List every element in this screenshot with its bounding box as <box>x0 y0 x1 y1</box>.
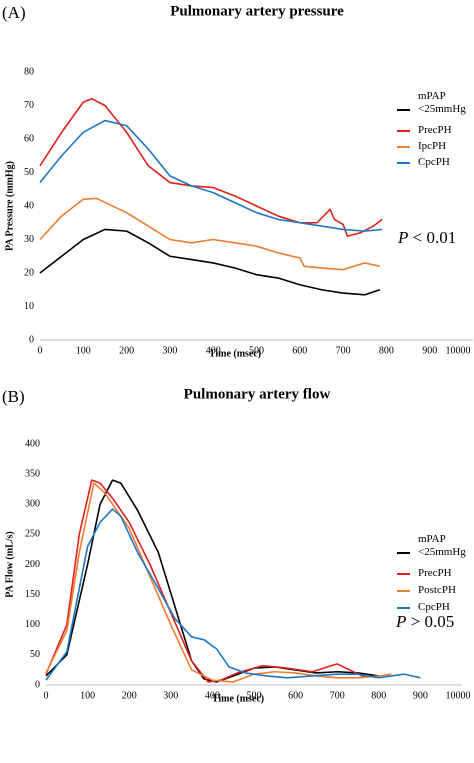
legend-swatch <box>397 590 410 592</box>
x-tick-label: 500 <box>249 345 264 356</box>
data-line <box>39 228 381 296</box>
legend-entry: CpcPH <box>397 156 470 169</box>
legend-entry: IpcPH <box>397 140 470 153</box>
legend-swatch <box>397 552 410 554</box>
y-tick-label: 0 <box>29 334 34 345</box>
legend-label: PrecPH <box>418 124 452 136</box>
x-tick-label: 100 <box>76 345 91 356</box>
data-line <box>45 508 421 681</box>
y-tick-label: 10 <box>24 301 34 312</box>
x-tick-label: 300 <box>162 345 177 356</box>
x-tick-label: 500 <box>247 690 262 701</box>
legend-entry: CpcPH <box>397 601 470 614</box>
x-tick-label: 200 <box>122 690 137 701</box>
x-tick-label: 900 <box>413 690 428 701</box>
y-tick-label: 300 <box>25 499 40 510</box>
y-tick-label: 400 <box>25 438 40 449</box>
legend-label: mPAP <25mmHg <box>418 90 466 115</box>
legend-label: mPAP <25mmHg <box>418 533 466 558</box>
y-tick-label: 80 <box>24 66 34 77</box>
y-tick-label: 40 <box>24 200 34 211</box>
x-tick-label: 600 <box>288 690 303 701</box>
legend-entry: PostcPH <box>397 584 470 597</box>
x-tick-label: 300 <box>163 690 178 701</box>
legend-entry: PrecPH <box>397 124 470 137</box>
y-tick-label: 20 <box>24 267 34 278</box>
data-line <box>39 98 383 237</box>
legend-label: PostcPH <box>418 584 456 596</box>
y-tick-label: 200 <box>25 559 40 570</box>
y-axis-label: PA Pressure (mmHg) <box>4 161 15 251</box>
legend-swatch <box>397 146 410 148</box>
y-tick-label: 50 <box>24 167 34 178</box>
x-tick-label: 0 <box>44 690 49 701</box>
x-tick-label: 800 <box>371 690 386 701</box>
legend-label: CpcPH <box>418 156 450 168</box>
y-tick-label: 350 <box>25 468 40 479</box>
x-tick-label: 700 <box>336 345 351 356</box>
x-tick-label: 400 <box>205 690 220 701</box>
legend-label: PrecPH <box>418 567 452 579</box>
legend-entry: mPAP <25mmHg <box>397 90 470 116</box>
chart-title: Pulmonary artery pressure <box>170 3 344 19</box>
legend-swatch <box>397 109 410 111</box>
data-line <box>45 479 379 683</box>
legend-label: IpcPH <box>418 140 447 152</box>
y-tick-label: 0 <box>35 679 40 690</box>
data-line <box>39 119 383 232</box>
legend-entry: mPAP <25mmHg <box>397 533 470 559</box>
annotation: P > 0.05 <box>396 612 455 631</box>
legend-label: CpcPH <box>418 601 450 613</box>
y-tick-label: 60 <box>24 133 34 144</box>
y-tick-label: 250 <box>25 529 40 540</box>
y-axis-label: PA Flow (mL/s) <box>4 531 15 597</box>
y-tick-label: 70 <box>24 100 34 111</box>
x-tick-label: 800 <box>379 345 394 356</box>
y-tick-label: 150 <box>25 589 40 600</box>
legend-swatch <box>397 573 410 575</box>
x-tick-label: 100 <box>80 690 95 701</box>
legend-swatch <box>397 130 410 132</box>
annotation: P < 0.01 <box>398 228 457 247</box>
x-axis-label: Time (msec) <box>212 693 264 704</box>
x-tick-label: 0 <box>38 345 43 356</box>
chart-title: Pulmonary artery flow <box>184 386 331 402</box>
data-line <box>45 482 392 683</box>
legend-swatch <box>397 162 410 164</box>
data-line <box>39 197 381 271</box>
panel-label: (A) <box>2 3 26 22</box>
x-tick-label: 400 <box>206 345 221 356</box>
x-tick-label: 10000 <box>446 345 471 356</box>
data-line <box>45 479 379 683</box>
legend-entry: PrecPH <box>397 567 470 580</box>
panel-label: (B) <box>2 387 25 406</box>
y-tick-label: 100 <box>25 619 40 630</box>
y-tick-label: 50 <box>30 649 40 660</box>
y-tick-label: 30 <box>24 234 34 245</box>
x-tick-label: 600 <box>292 345 307 356</box>
legend-swatch <box>397 607 410 609</box>
x-tick-label: 200 <box>119 345 134 356</box>
x-tick-label: 900 <box>422 345 437 356</box>
x-axis-label: Time (msec) <box>209 348 261 359</box>
x-tick-label: 700 <box>330 690 345 701</box>
x-tick-label: 10000 <box>446 690 471 701</box>
